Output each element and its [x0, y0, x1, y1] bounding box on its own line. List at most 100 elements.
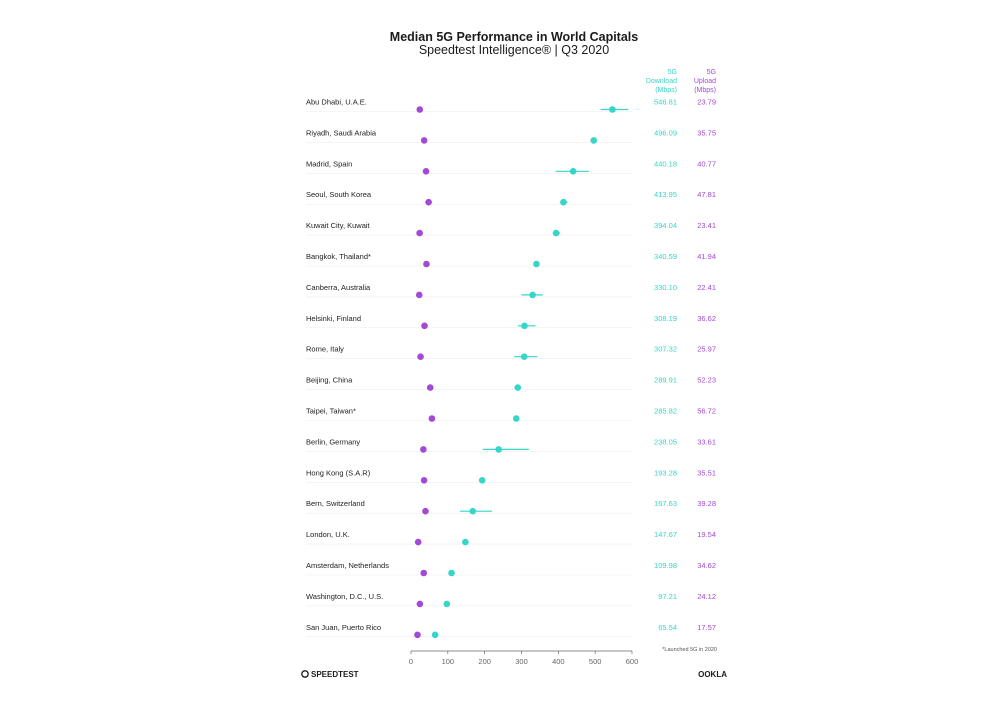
- upload-header: 5G Upload (Mbps): [694, 69, 716, 94]
- upload-dot: [416, 600, 424, 608]
- x-tick-label: 100: [442, 657, 455, 666]
- row: Washington, D.C., U.S. 97.21 24.12: [306, 592, 716, 608]
- upload-dot: [417, 353, 424, 361]
- row: Madrid, Spain 440.18 40.77: [306, 159, 716, 175]
- upload-value: 35.75: [697, 128, 716, 137]
- city-label: Riyadh, Saudi Arabia: [306, 128, 377, 137]
- data-rows: Abu Dhabi, U.A.E. 546.81 23.79 Riyadh, Saud…: [306, 98, 716, 639]
- city-label: Washington, D.C., U.S.: [306, 592, 383, 601]
- download-dot: [462, 538, 469, 546]
- row: Seoul, South Korea 413.95 47.81: [306, 190, 716, 206]
- chart-title: Median 5G Performance in World Capitals: [390, 30, 638, 44]
- upload-value: 47.81: [697, 190, 716, 199]
- city-label: Seoul, South Korea: [306, 190, 372, 199]
- upload-dot: [425, 198, 432, 206]
- upload-dot: [416, 229, 423, 237]
- upload-value: 39.28: [697, 499, 716, 508]
- upload-value: 23.79: [697, 98, 716, 107]
- footnote: *Launched 5G in 2020: [662, 647, 717, 653]
- row: Beijing, China 289.91 52.23: [306, 376, 716, 391]
- row: Amsterdam, Netherlands 109.98 34.62: [306, 561, 716, 577]
- upload-value: 35.51: [697, 468, 716, 477]
- row: Riyadh, Saudi Arabia 496.09 35.75: [306, 128, 716, 144]
- upload-header-line-1: 5G: [707, 69, 716, 76]
- x-tick-label: 600: [626, 657, 639, 666]
- download-value: 330.10: [654, 283, 677, 292]
- x-axis: 0 100 200 300 400 500 600: [409, 650, 639, 666]
- upload-value: 36.62: [697, 314, 716, 323]
- row: Canberra, Australia 330.10 22.41: [306, 283, 716, 299]
- upload-dot: [421, 322, 428, 330]
- city-label: San Juan, Puerto Rico: [306, 623, 381, 632]
- download-dot: [443, 600, 451, 608]
- upload-value: 22.41: [697, 283, 716, 292]
- x-tick-label: 300: [515, 657, 528, 666]
- x-tick-label: 400: [552, 657, 565, 666]
- download-dot: [529, 291, 536, 299]
- city-label: Helsinki, Finland: [306, 314, 361, 323]
- upload-dot: [420, 569, 428, 577]
- upload-dot: [420, 137, 428, 144]
- city-label: Beijing, China: [306, 376, 353, 385]
- upload-header-line-2: Upload: [694, 78, 716, 85]
- city-label: Taipei, Taiwan*: [306, 407, 356, 416]
- download-value: 285.82: [654, 407, 677, 416]
- upload-value: 41.94: [697, 252, 716, 261]
- upload-dot: [420, 446, 427, 453]
- download-header: 5G Download (Mbps): [646, 69, 677, 94]
- download-header-line-2: Download: [646, 78, 677, 85]
- download-value: 289.91: [654, 376, 677, 385]
- upload-header-line-3: (Mbps): [694, 87, 716, 94]
- upload-value: 25.97: [697, 345, 716, 354]
- row: San Juan, Puerto Rico 65.54 17.57: [306, 623, 716, 639]
- ookla-logo: OOKLA: [698, 670, 727, 679]
- upload-dot: [426, 384, 434, 391]
- upload-value: 24.12: [697, 592, 716, 601]
- download-dot: [552, 229, 560, 237]
- row: Taipei, Taiwan* 285.82 56.72: [306, 407, 716, 422]
- city-label: Abu Dhabi, U.A.E.: [306, 98, 367, 107]
- upload-value: 52.23: [697, 376, 716, 385]
- download-dot: [520, 353, 528, 361]
- city-label: Amsterdam, Netherlands: [306, 561, 389, 570]
- upload-dot: [428, 415, 436, 422]
- upload-value: 17.57: [697, 623, 716, 632]
- upload-dot: [422, 168, 430, 175]
- download-dot: [512, 415, 520, 422]
- download-dot: [448, 569, 455, 577]
- upload-dot: [414, 631, 421, 639]
- download-value: 109.98: [654, 561, 677, 570]
- download-value: 340.59: [654, 252, 677, 261]
- upload-value: 23.41: [697, 221, 716, 230]
- download-value: 413.95: [654, 190, 677, 199]
- city-label: Bangkok, Thailand*: [306, 252, 371, 261]
- download-value: 65.54: [658, 623, 677, 632]
- download-dot: [560, 198, 567, 206]
- row: Abu Dhabi, U.A.E. 546.81 23.79: [306, 98, 716, 113]
- download-value: 147.67: [654, 530, 677, 539]
- row: Bern, Switzerland 167.63 39.28: [306, 499, 716, 515]
- upload-value: 33.61: [697, 437, 716, 446]
- download-value: 496.09: [654, 128, 677, 137]
- upload-value: 19.54: [697, 530, 716, 539]
- x-tick-label: 0: [409, 657, 413, 666]
- chart-subtitle: Speedtest Intelligence® | Q3 2020: [419, 43, 609, 57]
- download-dot: [533, 260, 540, 268]
- row: Bangkok, Thailand* 340.59 41.94: [306, 252, 716, 268]
- download-value: 440.18: [654, 159, 677, 168]
- row: Helsinki, Finland 308.19 36.62: [306, 314, 716, 330]
- download-dot: [495, 446, 502, 453]
- row: Rome, Italy 307.32 25.97: [306, 345, 716, 361]
- city-label: Hong Kong (S.A.R): [306, 468, 371, 477]
- upload-dot: [422, 507, 429, 515]
- download-dot: [569, 168, 577, 175]
- download-value: 394.04: [654, 221, 677, 230]
- download-value: 97.21: [658, 592, 677, 601]
- download-dot: [431, 631, 439, 639]
- city-label: Kuwait City, Kuwait: [306, 221, 371, 230]
- download-value: 307.32: [654, 345, 677, 354]
- upload-value: 34.62: [697, 561, 716, 570]
- upload-value: 56.72: [697, 407, 716, 416]
- download-header-line-1: 5G: [668, 69, 677, 76]
